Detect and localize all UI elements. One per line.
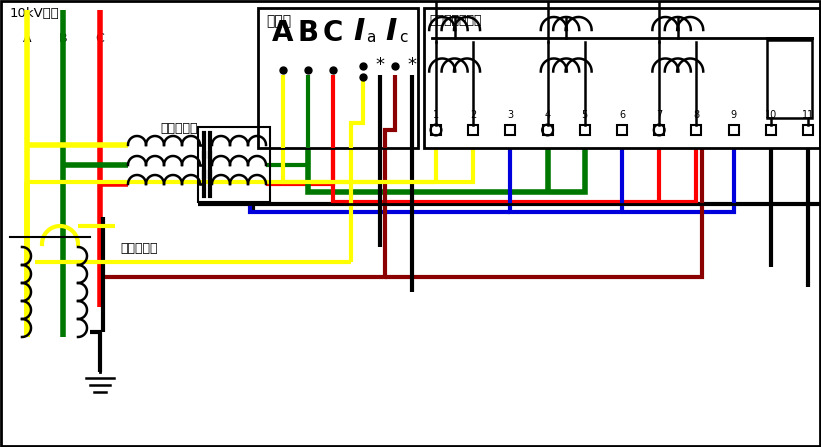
Text: C: C <box>323 19 343 47</box>
Bar <box>198 127 270 202</box>
Text: *: * <box>407 56 416 74</box>
Bar <box>468 125 478 135</box>
Text: A: A <box>23 32 31 45</box>
Text: *: * <box>375 56 384 74</box>
Bar <box>580 125 589 135</box>
Bar <box>767 40 812 118</box>
Bar <box>803 125 813 135</box>
Text: C: C <box>95 32 104 45</box>
Text: 10kV线路: 10kV线路 <box>10 7 60 20</box>
Text: 2: 2 <box>470 110 476 120</box>
Text: 6: 6 <box>619 110 625 120</box>
Bar <box>728 125 739 135</box>
Text: 5: 5 <box>581 110 588 120</box>
Bar <box>506 125 516 135</box>
Text: I: I <box>353 17 365 46</box>
Bar <box>654 125 664 135</box>
Text: c: c <box>399 30 407 46</box>
Text: 7: 7 <box>656 110 663 120</box>
Bar <box>617 125 627 135</box>
Text: 1: 1 <box>433 110 439 120</box>
Text: A: A <box>273 19 294 47</box>
Bar <box>258 8 418 148</box>
Text: a: a <box>366 30 376 46</box>
Text: 三相四线电能表: 三相四线电能表 <box>429 14 481 27</box>
Text: 10: 10 <box>764 110 777 120</box>
Bar <box>424 8 820 148</box>
Bar <box>543 125 553 135</box>
Text: 4: 4 <box>544 110 551 120</box>
Text: B: B <box>58 32 67 45</box>
Text: 8: 8 <box>694 110 699 120</box>
Text: 3: 3 <box>507 110 513 120</box>
Bar <box>766 125 776 135</box>
Bar <box>691 125 701 135</box>
Text: B: B <box>297 19 319 47</box>
Text: 功率表: 功率表 <box>266 14 291 28</box>
Text: 电流互感器: 电流互感器 <box>120 242 158 255</box>
Text: 9: 9 <box>731 110 736 120</box>
Text: 电压互感器: 电压互感器 <box>160 122 198 135</box>
Bar <box>431 125 441 135</box>
Text: 11: 11 <box>802 110 814 120</box>
Text: I: I <box>385 17 397 46</box>
